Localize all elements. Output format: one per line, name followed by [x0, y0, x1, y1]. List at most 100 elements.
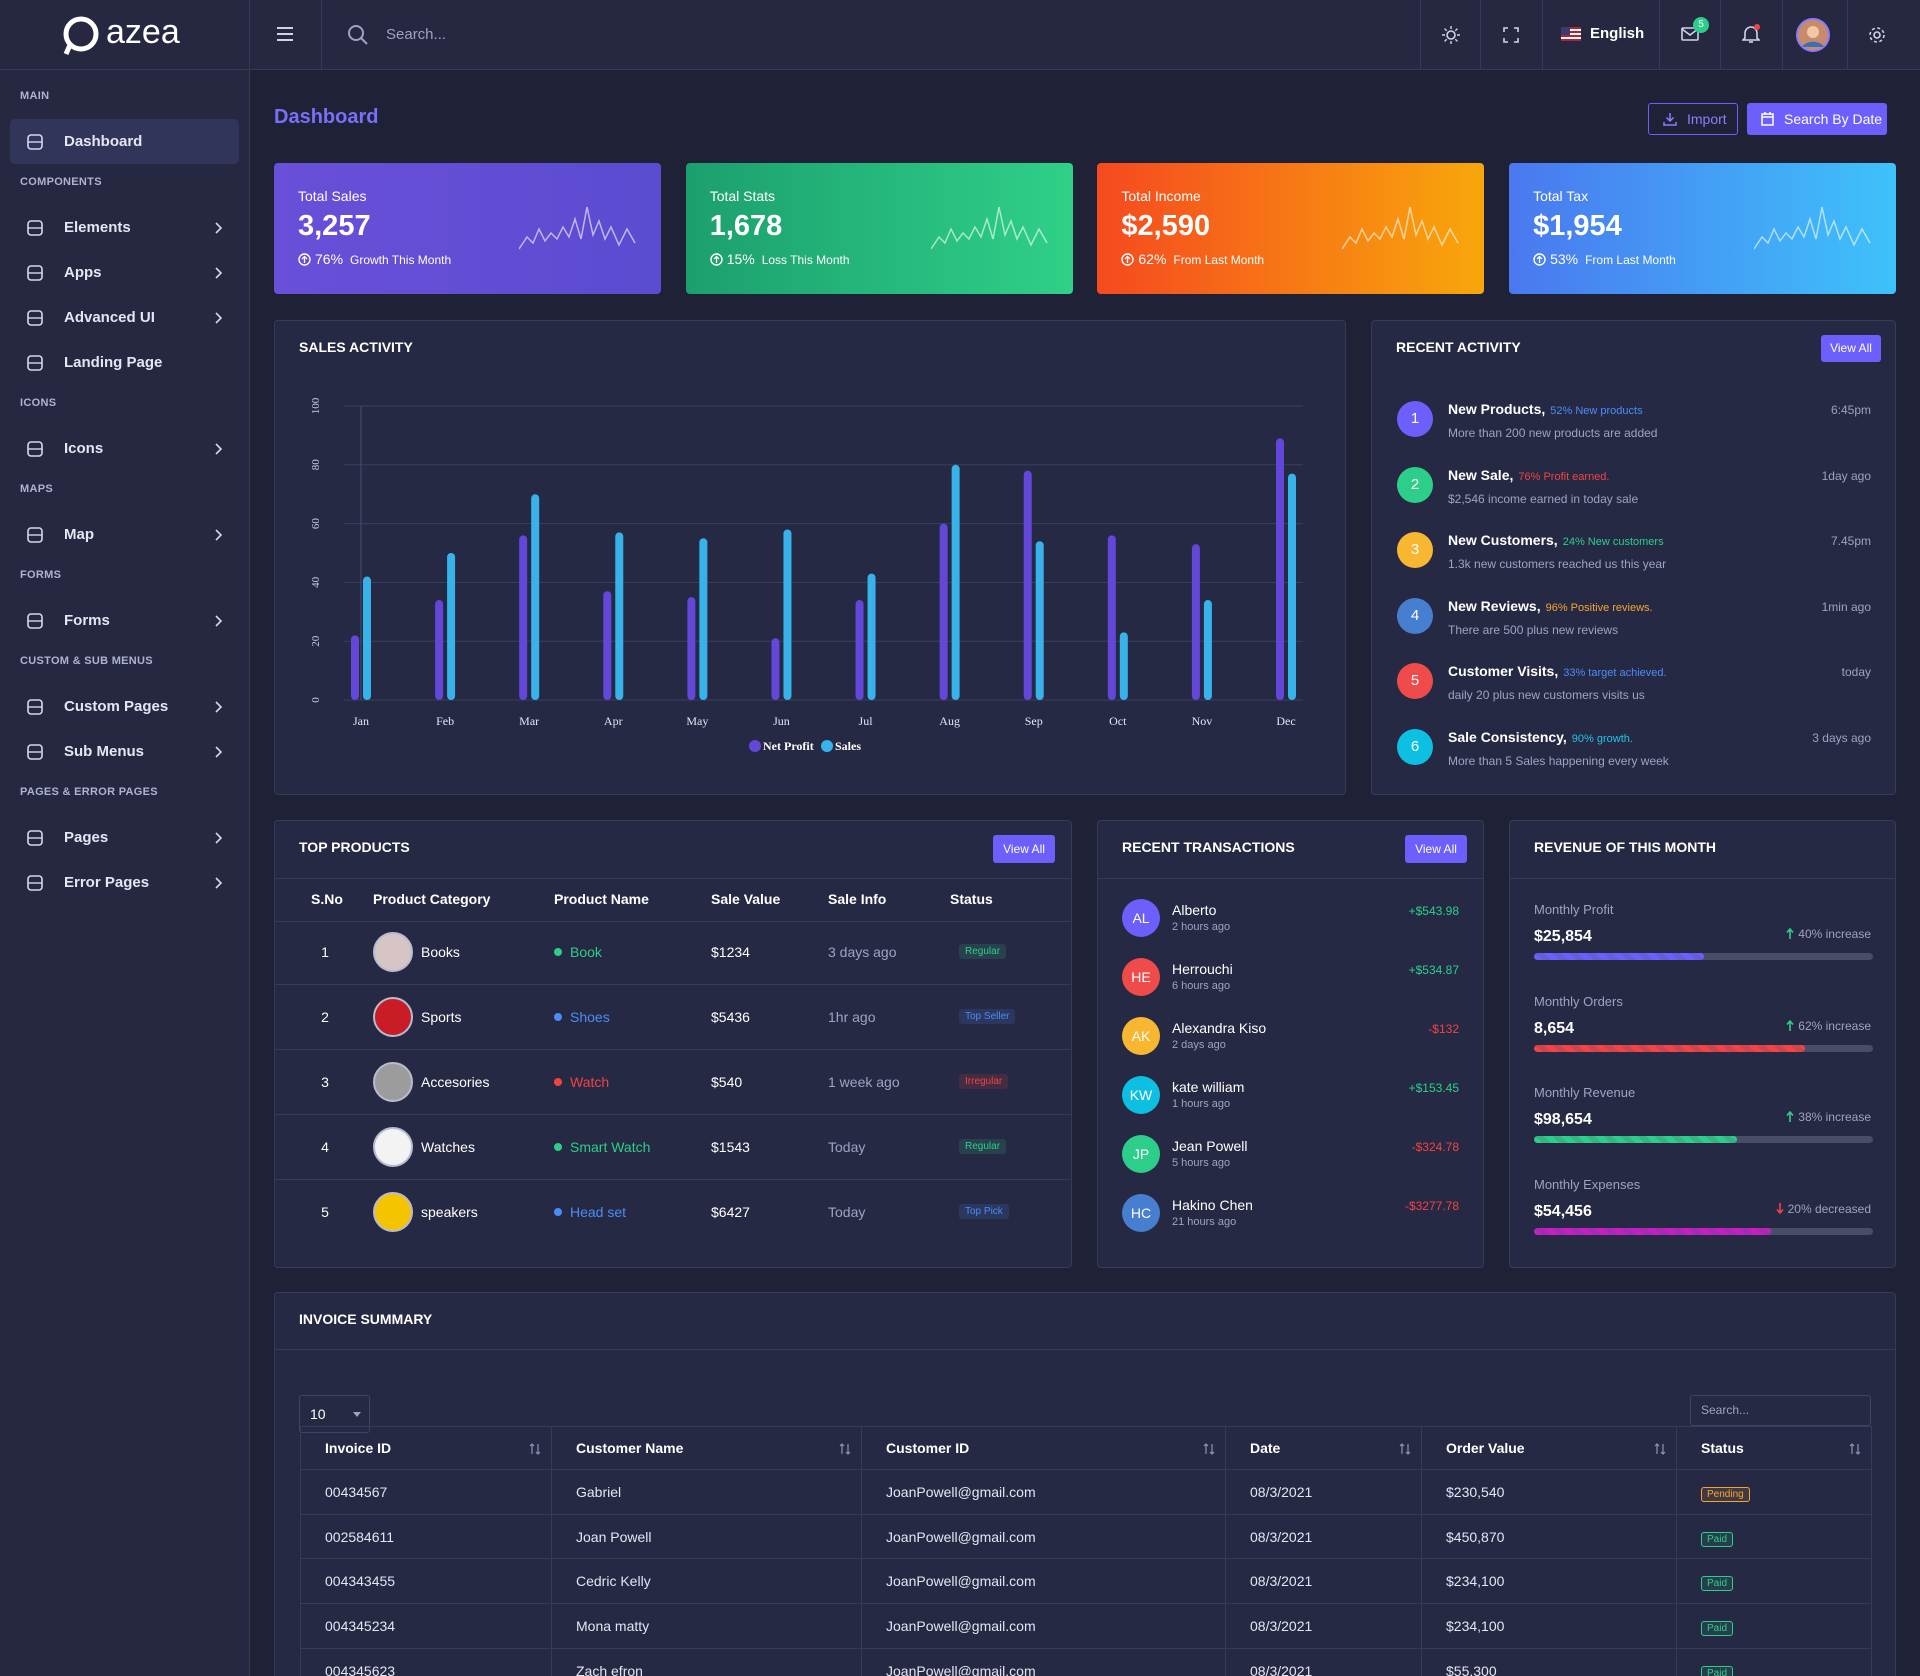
nav-item[interactable]: Dashboard: [10, 119, 239, 164]
metric-change: 40% increase: [1786, 926, 1871, 942]
customer-name: Alexandra Kiso: [1172, 1020, 1267, 1036]
bar: [1119, 632, 1128, 700]
stat-change: 76%: [315, 251, 344, 267]
stat-value: $2,590: [1121, 210, 1211, 242]
language-selector[interactable]: English: [1590, 25, 1645, 42]
column-header[interactable]: Customer Name: [551, 1426, 862, 1470]
metric-change: 20% decreased: [1776, 1201, 1871, 1217]
dropdown-arrow: [353, 1412, 361, 1417]
view-all-button[interactable]: View All: [1405, 835, 1467, 863]
import-button[interactable]: Import: [1648, 103, 1738, 135]
nav-label: Advanced UI: [64, 309, 155, 326]
column-header[interactable]: Customer ID: [861, 1426, 1226, 1470]
table-cell: 08/3/2021: [1225, 1513, 1422, 1560]
x-tick-label: Oct: [1109, 714, 1127, 728]
product-name: Head set: [570, 1204, 627, 1220]
nav-item[interactable]: Apps: [10, 250, 239, 295]
panel-title: INVOICE SUMMARY: [299, 1311, 433, 1327]
transaction-time: 6 hours ago: [1172, 980, 1231, 992]
transaction-time: 1 hours ago: [1172, 1098, 1231, 1110]
activity-heading: Sale Consistency, 90% growth.: [1448, 727, 1633, 749]
stat-title: Total Sales: [298, 188, 367, 204]
section-title: MAPS: [20, 483, 53, 495]
search-input[interactable]: Search...: [386, 26, 447, 43]
view-all-button[interactable]: View All: [993, 835, 1055, 863]
table-cell: 08/3/2021: [1225, 1647, 1422, 1676]
nav-icon: [27, 875, 43, 891]
product-name: Watch: [570, 1074, 610, 1090]
activity-heading: New Products, 52% New products: [1448, 399, 1643, 421]
panel-title: SALES ACTIVITY: [299, 339, 413, 355]
stat-change: 53%: [1550, 251, 1579, 267]
nav-item[interactable]: Icons: [10, 426, 239, 471]
column-label: Invoice ID: [325, 1440, 392, 1456]
progress-track: [1534, 953, 1873, 960]
trend-arrow: [1786, 1110, 1794, 1122]
column-header[interactable]: Date: [1225, 1426, 1422, 1470]
nav-icon: [27, 220, 43, 236]
nav-item[interactable]: Forms: [10, 598, 239, 643]
metric-label: Monthly Revenue: [1534, 1085, 1636, 1100]
nav-item[interactable]: Sub Menus: [10, 729, 239, 774]
nav-item[interactable]: Custom Pages: [10, 684, 239, 729]
nav-label: Map: [64, 526, 94, 543]
table-row: 002584611 Joan Powell JoanPowell@gmail.com…: [300, 1513, 1872, 1560]
activity-highlight: 33% target achieved.: [1563, 667, 1667, 679]
activity-heading: Customer Visits, 33% target achieved.: [1448, 661, 1667, 683]
customer-name: Alberto: [1172, 902, 1217, 918]
table-cell: Cedric Kelly: [551, 1558, 862, 1605]
stat-card: Total Income $2,590 62% From Last Month: [1097, 163, 1485, 294]
column-header[interactable]: Order Value: [1421, 1426, 1677, 1470]
nav-item[interactable]: Map: [10, 512, 239, 557]
user-avatar[interactable]: [1796, 18, 1830, 52]
menu-toggle[interactable]: [276, 26, 294, 42]
chevron: [215, 615, 223, 627]
column-header: S.No: [311, 891, 343, 907]
view-all-button[interactable]: View All: [1821, 335, 1881, 362]
activity-time: 3 days ago: [1812, 730, 1871, 745]
stat-note: From Last Month: [1585, 253, 1676, 267]
nav-item[interactable]: Landing Page: [10, 340, 239, 385]
section-title: FORMS: [20, 569, 62, 581]
column-header[interactable]: Invoice ID: [300, 1426, 552, 1470]
settings-icon[interactable]: [1868, 26, 1886, 44]
transaction-time: 2 days ago: [1172, 1039, 1226, 1051]
activity-time: today: [1841, 665, 1871, 679]
product-name: Book: [570, 944, 602, 960]
column-header: Status: [950, 891, 993, 907]
nav-item[interactable]: Elements: [10, 205, 239, 250]
nav-label: Custom Pages: [64, 698, 169, 715]
panel-title: REVENUE OF THIS MONTH: [1534, 839, 1717, 855]
theme-toggle[interactable]: [1442, 26, 1460, 44]
column-header: Product Name: [554, 891, 649, 907]
serial-number: 3: [321, 1074, 329, 1090]
invoice-table: Invoice ID Customer Name Customer ID Date Or…: [300, 1426, 1872, 1676]
table-search[interactable]: Search...: [1690, 1395, 1871, 1426]
sales-activity-panel: SALES ACTIVITY 0 20 40 60 80 100 Jan Feb Mar Apr M…: [274, 320, 1346, 795]
brand[interactable]: azea: [0, 0, 250, 70]
activity-highlight: 90% growth.: [1571, 732, 1633, 745]
change-text: 20% decreased: [1787, 1201, 1871, 1216]
transaction-time: 21 hours ago: [1172, 1216, 1237, 1228]
column-header[interactable]: Status: [1676, 1426, 1872, 1470]
stat-card: Total Sales 3,257 76% Growth This Month: [274, 163, 661, 294]
activity-number: 6: [1397, 728, 1433, 765]
sparkline: [1342, 206, 1460, 250]
nav-item[interactable]: Pages: [10, 815, 239, 860]
product-category: speakers: [421, 1204, 478, 1220]
nav-item[interactable]: Advanced UI: [10, 295, 239, 340]
change-text: 62% increase: [1798, 1018, 1871, 1033]
activity-text: $2,546 income earned in today sale: [1448, 491, 1639, 506]
chevron: [215, 529, 223, 541]
table-cell: $450,870: [1421, 1513, 1677, 1560]
sort-icon: [529, 1443, 541, 1455]
fullscreen-toggle[interactable]: [1503, 27, 1519, 43]
search-by-date-button[interactable]: Search By Date: [1747, 103, 1887, 135]
activity-time: 1day ago: [1821, 468, 1871, 483]
trend-arrow: [1786, 927, 1794, 939]
nav-item[interactable]: Error Pages: [10, 860, 239, 905]
table-cell: 004345234: [300, 1603, 552, 1649]
notification-icon[interactable]: [1742, 24, 1760, 44]
bar: [603, 591, 612, 700]
table-row: 004345234 Mona matty JoanPowell@gmail.com 0…: [300, 1603, 1872, 1649]
